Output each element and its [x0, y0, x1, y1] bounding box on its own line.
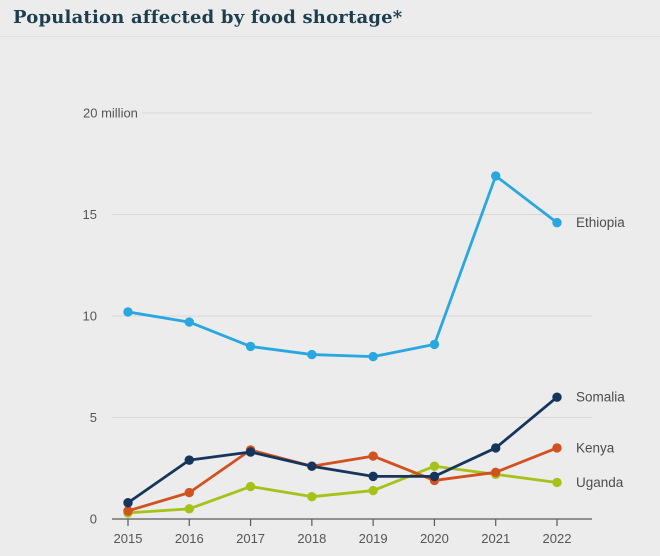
data-point-ethiopia-2016 — [184, 317, 194, 327]
data-point-kenya-2015 — [123, 506, 133, 516]
data-point-ethiopia-2021 — [491, 171, 501, 181]
chart-title: Population affected by food shortage* — [13, 7, 403, 28]
y-tick-label-20: 20 million — [83, 106, 138, 121]
data-point-ethiopia-2015 — [123, 307, 133, 317]
x-tick-label-2019: 2019 — [359, 531, 388, 546]
data-point-kenya-2022 — [552, 443, 562, 453]
data-point-kenya-2021 — [491, 467, 501, 478]
data-point-somalia-2020 — [429, 471, 440, 482]
data-point-somalia-2022 — [552, 392, 562, 402]
series-label-uganda: Uganda — [576, 475, 624, 490]
data-point-ethiopia-2018 — [307, 349, 317, 360]
y-tick-label-15: 15 — [83, 207, 97, 222]
data-point-kenya-2016 — [184, 487, 194, 498]
data-point-uganda-2022 — [552, 477, 562, 488]
y-tick-label-10: 10 — [83, 309, 97, 324]
data-point-uganda-2016 — [184, 504, 194, 514]
x-tick-label-2018: 2018 — [297, 531, 326, 546]
data-point-kenya-2019 — [368, 451, 378, 461]
series-line-ethiopia — [126, 174, 559, 359]
data-point-somalia-2016 — [184, 455, 194, 465]
data-point-somalia-2021 — [491, 443, 501, 453]
series-label-somalia: Somalia — [576, 390, 625, 405]
data-point-somalia-2017 — [245, 447, 256, 457]
data-point-uganda-2020 — [429, 461, 440, 471]
data-point-ethiopia-2020 — [429, 339, 440, 350]
x-tick-label-2015: 2015 — [114, 531, 143, 546]
x-tick-label-2016: 2016 — [175, 531, 204, 546]
series-label-ethiopia: Ethiopia — [576, 215, 625, 230]
data-point-ethiopia-2019 — [368, 351, 378, 362]
data-point-uganda-2019 — [368, 485, 378, 496]
data-point-somalia-2018 — [307, 461, 317, 471]
x-tick-label-2020: 2020 — [420, 531, 449, 546]
data-point-uganda-2018 — [307, 491, 317, 502]
x-tick-label-2021: 2021 — [481, 531, 510, 546]
data-point-somalia-2019 — [368, 471, 378, 482]
series-line-somalia — [126, 395, 559, 505]
data-point-uganda-2017 — [245, 481, 256, 492]
data-point-ethiopia-2022 — [552, 217, 562, 228]
data-point-somalia-2015 — [123, 498, 133, 508]
series-label-kenya: Kenya — [576, 440, 615, 455]
x-tick-label-2022: 2022 — [543, 531, 572, 546]
y-tick-label-5: 5 — [90, 410, 97, 425]
y-tick-label-0: 0 — [90, 512, 97, 527]
series-line-kenya — [126, 446, 559, 513]
data-point-ethiopia-2017 — [245, 341, 256, 352]
x-tick-label-2017: 2017 — [236, 531, 265, 546]
